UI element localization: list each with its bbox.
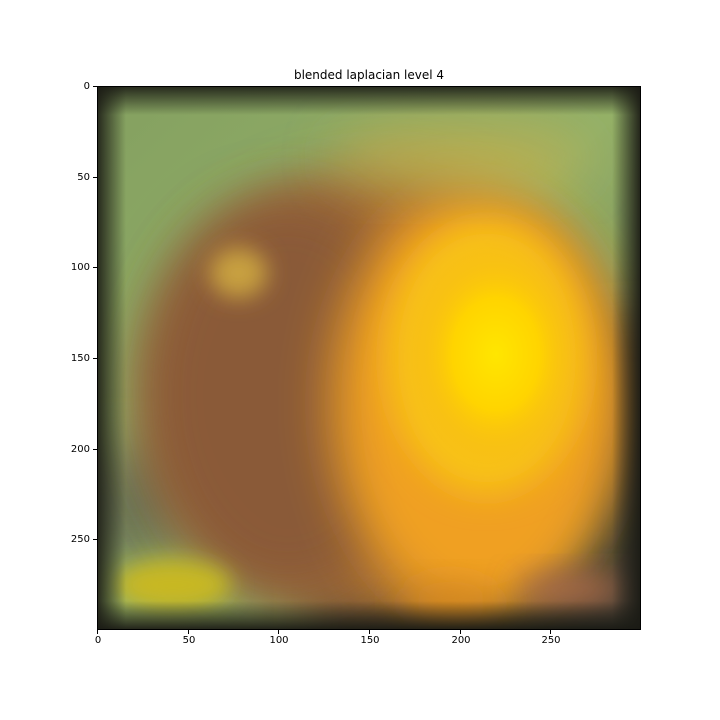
x-tick-mark	[278, 630, 279, 634]
x-tick-label: 150	[350, 635, 390, 646]
blended-image	[97, 86, 641, 630]
y-tick-label: 50	[77, 172, 90, 184]
x-tick-mark	[188, 630, 189, 634]
image-axes	[97, 86, 641, 630]
y-tick-mark	[93, 267, 97, 268]
plot-title: blended laplacian level 4	[0, 68, 720, 82]
x-tick-label: 50	[169, 635, 209, 646]
y-tick-mark	[93, 358, 97, 359]
y-tick-label: 100	[71, 262, 90, 274]
y-tick-mark	[93, 86, 97, 87]
x-tick-mark	[460, 630, 461, 634]
x-tick-label: 0	[78, 635, 118, 646]
x-tick-label: 200	[441, 635, 481, 646]
x-tick-mark	[369, 630, 370, 634]
y-tick-label: 200	[71, 444, 90, 456]
y-tick-mark	[93, 539, 97, 540]
y-tick-label: 250	[71, 534, 90, 546]
x-tick-mark	[97, 630, 98, 634]
y-tick-label: 0	[84, 81, 90, 93]
y-tick-mark	[93, 177, 97, 178]
x-tick-label: 100	[259, 635, 299, 646]
x-tick-label: 250	[531, 635, 571, 646]
y-tick-mark	[93, 449, 97, 450]
y-tick-label: 150	[71, 353, 90, 365]
x-tick-mark	[550, 630, 551, 634]
